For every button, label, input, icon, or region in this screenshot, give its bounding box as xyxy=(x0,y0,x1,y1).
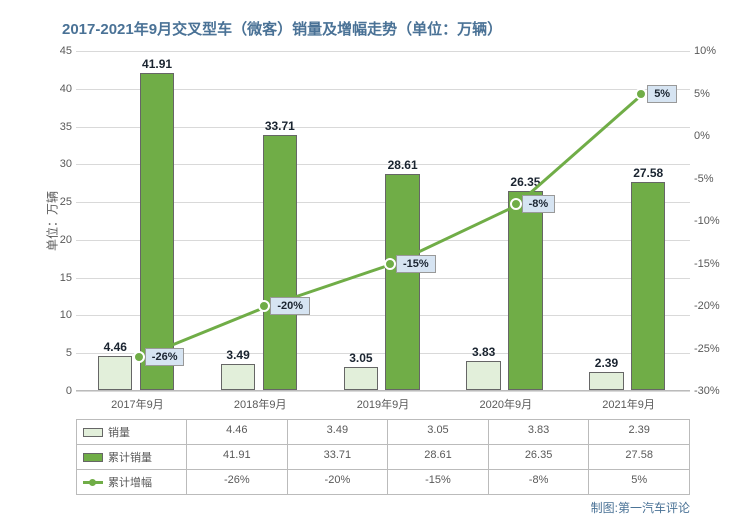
growth-point xyxy=(133,351,145,363)
y2-tick: -5% xyxy=(694,173,732,185)
table-cell: 28.61 xyxy=(388,445,489,469)
x-category-label: 2019年9月 xyxy=(322,390,445,412)
bar-cumulative-label: 41.91 xyxy=(141,57,173,71)
growth-point xyxy=(635,88,647,100)
legend-swatch-icon xyxy=(83,428,103,437)
y2-tick: 5% xyxy=(694,88,732,100)
y1-tick: 5 xyxy=(44,347,72,359)
y2-tick: -20% xyxy=(694,300,732,312)
legend-swatch-icon xyxy=(83,453,103,462)
growth-point xyxy=(384,258,396,270)
x-category-label: 2017年9月 xyxy=(76,390,199,412)
bar-sales-label: 3.05 xyxy=(345,351,377,365)
table-cell: 4.46 xyxy=(187,420,288,444)
y1-tick: 40 xyxy=(44,83,72,95)
y2-tick: -25% xyxy=(694,343,732,355)
y2-tick: -30% xyxy=(694,385,732,397)
y2-tick: 0% xyxy=(694,130,732,142)
table-cell: 3.83 xyxy=(489,420,590,444)
table-cell: 3.05 xyxy=(388,420,489,444)
legend-label: 销量 xyxy=(108,424,130,440)
bar-sales: 3.49 xyxy=(221,364,255,390)
bar-cumulative: 33.71 xyxy=(263,135,297,390)
y1-tick: 30 xyxy=(44,158,72,170)
data-table: 销量 4.463.493.053.832.39 累计销量 41.9133.7128.6… xyxy=(76,419,690,495)
table-cell: -15% xyxy=(388,470,489,494)
table-row: 累计销量 41.9133.7128.6126.3527.58 xyxy=(77,444,689,469)
bar-cumulative: 26.35 xyxy=(508,191,542,390)
growth-point-label: 5% xyxy=(647,85,677,103)
table-row-header: 销量 xyxy=(77,420,187,444)
category-column: 3.83 26.35 xyxy=(444,51,567,390)
bar-sales: 4.46 xyxy=(98,356,132,390)
category-column: 3.49 33.71 xyxy=(199,51,322,390)
bar-sales: 3.05 xyxy=(344,367,378,390)
plot-area: 单位：万辆 051015202530354045-30%-25%-20%-15%… xyxy=(76,51,690,391)
bar-sales-label: 3.49 xyxy=(222,348,254,362)
bar-sales-label: 2.39 xyxy=(590,356,622,370)
bar-cumulative-label: 28.61 xyxy=(386,158,418,172)
table-cell: 33.71 xyxy=(288,445,389,469)
y1-tick: 20 xyxy=(44,234,72,246)
growth-point-label: -15% xyxy=(396,255,436,273)
y1-tick: 15 xyxy=(44,272,72,284)
category-column: 3.05 28.61 xyxy=(322,51,445,390)
x-category-label: 2021年9月 xyxy=(567,390,690,412)
bar-sales: 3.83 xyxy=(466,361,500,390)
bar-sales: 2.39 xyxy=(589,372,623,390)
growth-point xyxy=(258,300,270,312)
x-category-label: 2018年9月 xyxy=(199,390,322,412)
table-cell: 2.39 xyxy=(589,420,689,444)
table-cell: 3.49 xyxy=(288,420,389,444)
chart-title: 2017-2021年9月交叉型车（微客）销量及增幅走势（单位：万辆） xyxy=(62,18,738,39)
bar-sales-label: 4.46 xyxy=(99,340,131,354)
bar-sales-label: 3.83 xyxy=(467,345,499,359)
table-cell: 5% xyxy=(589,470,689,494)
table-row-header: 累计销量 xyxy=(77,445,187,469)
bar-cumulative-label: 27.58 xyxy=(632,166,664,180)
bar-cumulative: 41.91 xyxy=(140,73,174,390)
growth-point-label: -20% xyxy=(270,297,310,315)
y2-tick: -15% xyxy=(694,258,732,270)
chart-container: 2017-2021年9月交叉型车（微客）销量及增幅走势（单位：万辆） 单位：万辆… xyxy=(0,0,748,504)
table-cell: 27.58 xyxy=(589,445,689,469)
legend-label: 累计销量 xyxy=(108,449,152,465)
table-cell: 41.91 xyxy=(187,445,288,469)
legend-line-icon xyxy=(83,478,103,487)
y2-tick: -10% xyxy=(694,215,732,227)
y1-tick: 35 xyxy=(44,121,72,133)
table-row-header: 累计增幅 xyxy=(77,470,187,494)
credit-text: 制图:第一汽车评论 xyxy=(14,499,690,516)
y1-tick: 0 xyxy=(44,385,72,397)
bar-cumulative: 27.58 xyxy=(631,182,665,390)
table-cell: -20% xyxy=(288,470,389,494)
x-category-label: 2020年9月 xyxy=(444,390,567,412)
growth-point xyxy=(510,198,522,210)
growth-point-label: -26% xyxy=(145,348,185,366)
bar-cumulative: 28.61 xyxy=(385,174,419,390)
bar-cumulative-label: 33.71 xyxy=(264,119,296,133)
table-row: 累计增幅 -26%-20%-15%-8%5% xyxy=(77,469,689,494)
table-cell: -26% xyxy=(187,470,288,494)
y1-tick: 10 xyxy=(44,309,72,321)
y1-tick: 45 xyxy=(44,45,72,57)
table-cell: -8% xyxy=(489,470,590,494)
y2-tick: 10% xyxy=(694,45,732,57)
table-row: 销量 4.463.493.053.832.39 xyxy=(77,420,689,444)
growth-point-label: -8% xyxy=(522,195,556,213)
y1-tick: 25 xyxy=(44,196,72,208)
table-cell: 26.35 xyxy=(489,445,590,469)
legend-label: 累计增幅 xyxy=(108,474,152,490)
